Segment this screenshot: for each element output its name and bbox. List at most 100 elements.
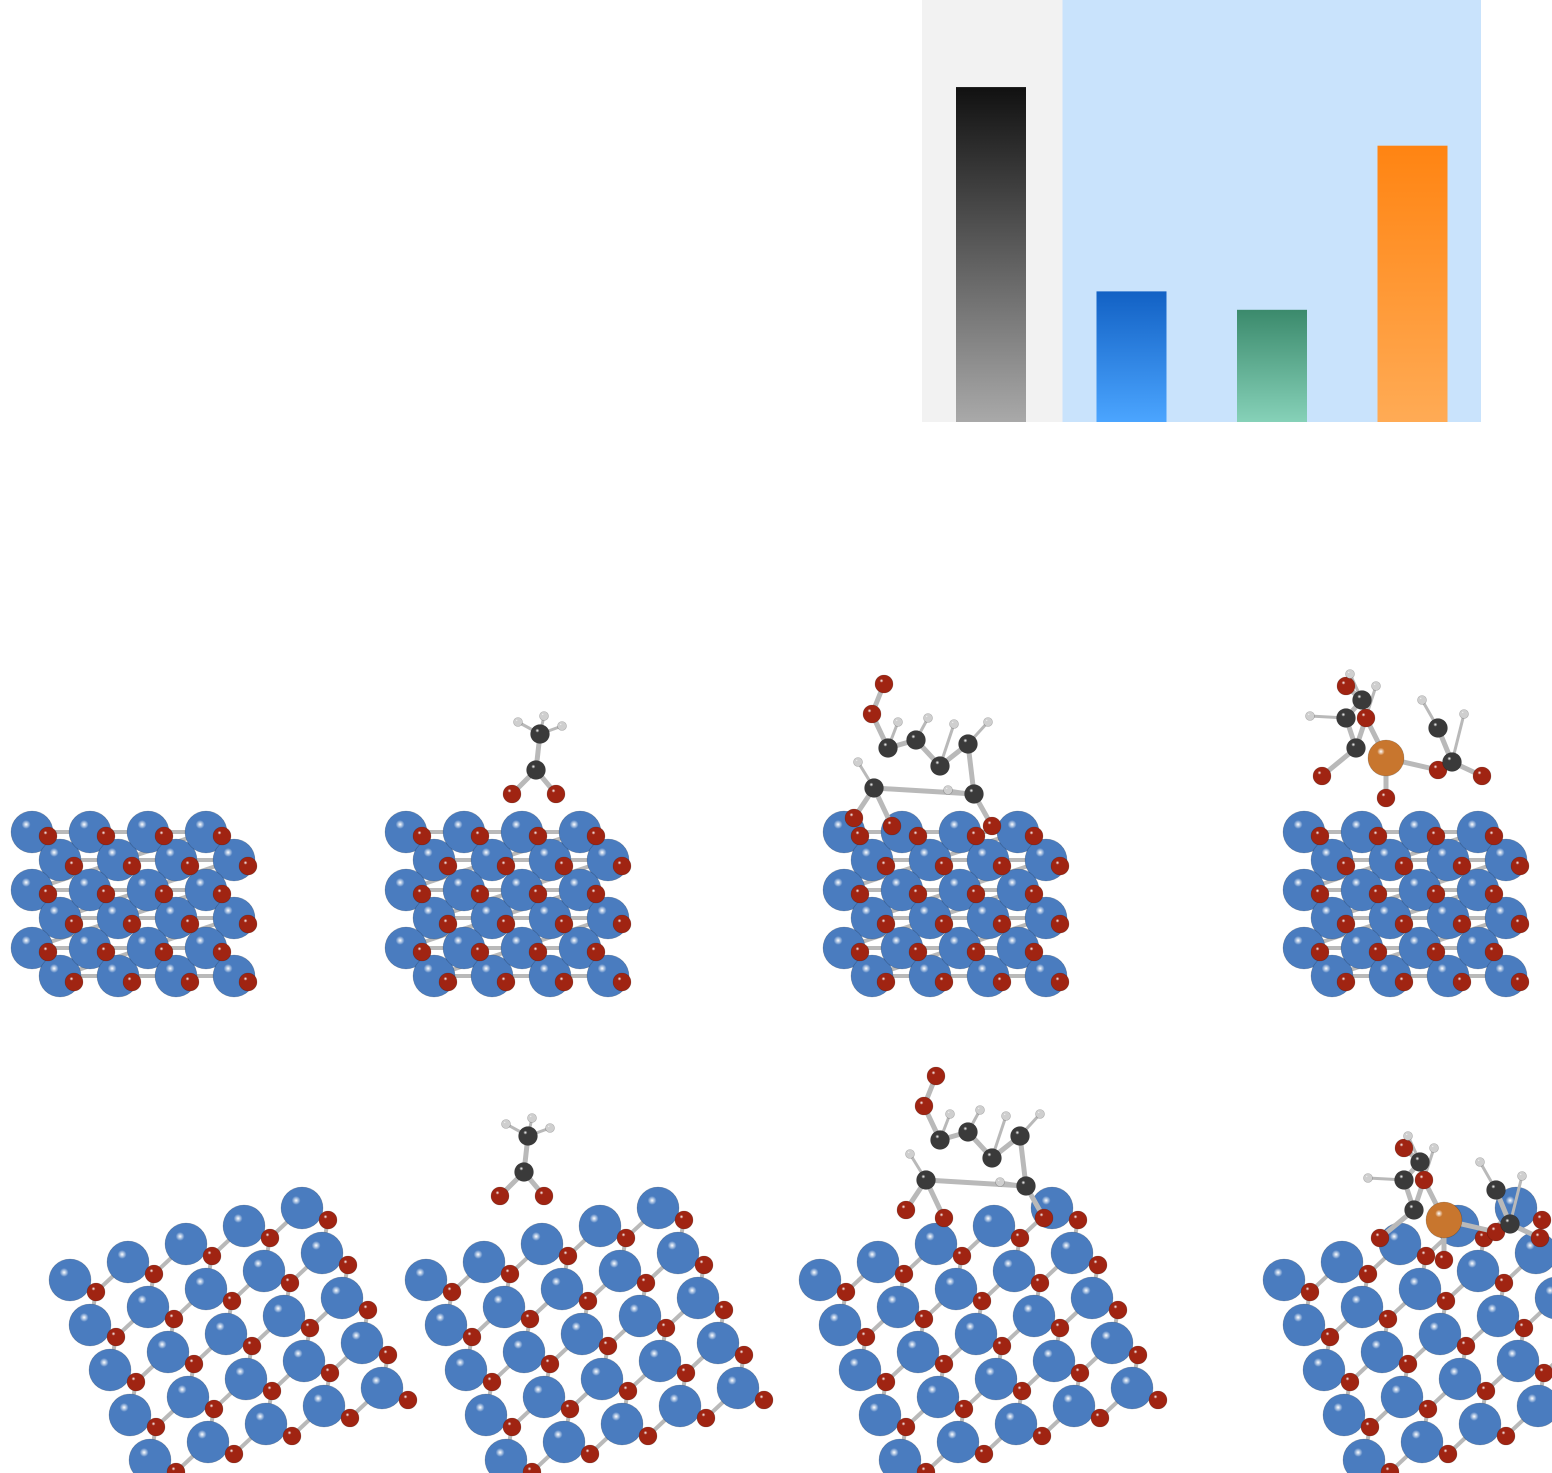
oxygen-atom	[1108, 1300, 1128, 1320]
bar-1	[956, 87, 1026, 422]
hydrogen-atom	[1459, 709, 1469, 719]
hydrogen-atom	[1371, 681, 1381, 691]
oxygen-atom	[462, 1327, 482, 1347]
carbon-atom	[964, 784, 984, 804]
oxygen-atom	[238, 856, 258, 876]
metal-atom	[106, 1240, 150, 1284]
oxygen-atom	[1024, 826, 1044, 846]
oxygen-atom	[674, 1210, 694, 1230]
metal-atom	[994, 1402, 1038, 1446]
oxygen-atom	[146, 1417, 166, 1437]
oxygen-atom	[850, 826, 870, 846]
oxygen-atom	[1456, 1336, 1476, 1356]
oxygen-atom	[212, 942, 232, 962]
structure-8-top-dopant-acetate	[1262, 1131, 1552, 1473]
metal-atom	[1456, 1249, 1500, 1293]
metal-atom	[1534, 1277, 1552, 1319]
oxygen-atom	[398, 1390, 418, 1410]
oxygen-atom	[992, 856, 1012, 876]
oxygen-atom	[1484, 884, 1504, 904]
oxygen-atom	[734, 1345, 754, 1365]
metal-atom	[598, 1249, 642, 1293]
acetate-adsorbate	[490, 1113, 555, 1206]
hydrogen-atom	[905, 1149, 915, 1159]
carbon-atom	[1346, 738, 1366, 758]
metal-atom	[1400, 1420, 1444, 1464]
hydrogen-atom	[545, 1123, 555, 1133]
oxygen-atom	[340, 1408, 360, 1428]
oxygen-atom	[502, 784, 522, 804]
oxygen-atom	[122, 972, 142, 992]
metal-atom	[856, 1240, 900, 1284]
oxygen-atom	[1394, 856, 1414, 876]
oxygen-atom	[546, 784, 566, 804]
metal-atom	[878, 1438, 922, 1473]
oxygen-atom	[876, 856, 896, 876]
carbon-atom	[958, 734, 978, 754]
metal-atom	[896, 1330, 940, 1374]
metal-atom	[1322, 1393, 1366, 1437]
oxygen-atom	[318, 1210, 338, 1230]
metal-atom	[1090, 1321, 1134, 1365]
oxygen-atom	[1070, 1363, 1090, 1383]
oxygen-atom	[966, 942, 986, 962]
oxygen-atom	[202, 1246, 222, 1266]
metal-atom	[798, 1258, 842, 1302]
acetate-adsorbate	[502, 711, 567, 804]
metal-atom	[916, 1375, 960, 1419]
oxygen-atom	[896, 1200, 916, 1220]
oxygen-atom	[222, 1291, 242, 1311]
oxygen-atom	[1050, 856, 1070, 876]
oxygen-atom	[952, 1246, 972, 1266]
bar-2	[1096, 291, 1167, 422]
oxygen-atom	[1378, 1309, 1398, 1329]
carbon-atom	[1352, 690, 1372, 710]
oxygen-atom	[534, 1186, 554, 1206]
metal-atom	[520, 1222, 564, 1266]
metal-atom	[876, 1285, 920, 1329]
oxygen-atom	[64, 856, 84, 876]
oxygen-atom	[894, 1264, 914, 1284]
oxygen-atom	[166, 1462, 186, 1473]
oxygen-atom	[656, 1318, 676, 1338]
metal-atom	[320, 1276, 364, 1320]
oxygen-atom	[882, 816, 902, 836]
hydrogen-atom	[1035, 1109, 1045, 1119]
metal-atom	[1012, 1294, 1056, 1338]
oxygen-atom	[616, 1228, 636, 1248]
oxygen-atom	[1310, 884, 1330, 904]
metal-atom	[166, 1375, 210, 1419]
oxygen-atom	[64, 972, 84, 992]
metal-atom	[444, 1348, 488, 1392]
oxygen-atom	[714, 1300, 734, 1320]
metal-atom	[1342, 1438, 1386, 1473]
metal-atom	[482, 1285, 526, 1329]
oxygen-atom	[238, 914, 258, 934]
oxygen-atom	[876, 914, 896, 934]
hydrogen-atom	[501, 1119, 511, 1129]
oxygen-atom	[558, 1246, 578, 1266]
oxygen-atom	[1088, 1255, 1108, 1275]
carbon-atom	[916, 1170, 936, 1190]
structure-4-side-dopant-acetate	[1282, 669, 1530, 998]
hydrogen-atom	[975, 1105, 985, 1115]
metal-atom	[1496, 1339, 1540, 1383]
oxygen-atom	[1148, 1390, 1168, 1410]
hydrogen-atom	[1345, 669, 1355, 679]
oxygen-atom	[694, 1255, 714, 1275]
metal-atom	[560, 1312, 604, 1356]
metal-atom	[1458, 1402, 1502, 1446]
structure-6-top-acetate	[404, 1113, 774, 1473]
oxygen-atom	[612, 972, 632, 992]
oxygen-atom	[38, 884, 58, 904]
hydrogen-atom	[995, 1177, 1005, 1187]
metal-atom	[68, 1303, 112, 1347]
oxygen-atom	[1310, 826, 1330, 846]
oxygen-atom	[992, 1336, 1012, 1356]
slab-top	[404, 1186, 774, 1473]
hydrogen-atom	[1517, 1171, 1527, 1181]
metal-atom	[1380, 1375, 1424, 1419]
metal-atom	[636, 1186, 680, 1230]
oxygen-atom	[896, 1417, 916, 1437]
